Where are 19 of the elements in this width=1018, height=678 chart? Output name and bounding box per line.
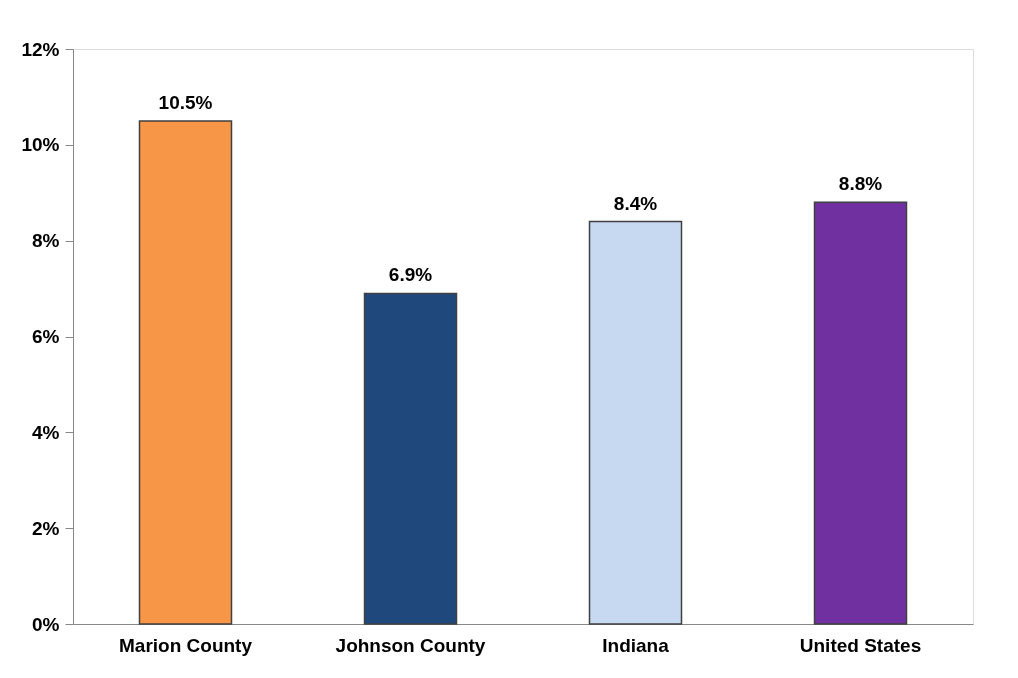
bar (138, 120, 233, 625)
y-tick-label: 10% (21, 134, 60, 156)
bar (813, 201, 908, 625)
data-label: 10.5% (158, 91, 213, 113)
data-label: 8.8% (838, 173, 883, 195)
y-tick-label: 0% (32, 613, 60, 635)
x-tick-label: Johnson County (335, 634, 486, 656)
x-tick-label: United States (799, 634, 922, 656)
data-label: 8.4% (613, 192, 658, 214)
y-tick-label: 4% (32, 421, 60, 443)
bar (588, 220, 683, 625)
data-label: 6.9% (388, 264, 433, 286)
x-tick-label: Marion County (119, 634, 253, 656)
bar (363, 292, 458, 625)
y-tick-label: 2% (32, 517, 60, 539)
y-tick-label: 8% (32, 230, 60, 252)
x-tick-label: Indiana (602, 634, 670, 656)
y-tick-label: 6% (32, 326, 60, 347)
y-tick-label: 12% (21, 38, 60, 60)
